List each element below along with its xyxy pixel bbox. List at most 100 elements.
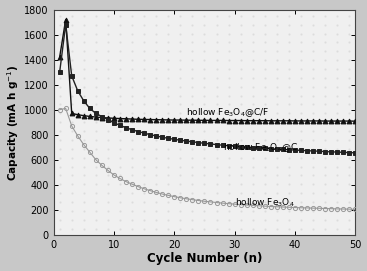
Point <box>226 120 232 124</box>
Point <box>117 147 123 151</box>
Point <box>310 147 316 151</box>
Point <box>57 191 63 195</box>
Point <box>286 67 292 71</box>
Point <box>310 102 316 107</box>
Point <box>214 31 219 36</box>
Point <box>310 164 316 169</box>
Point <box>322 191 328 195</box>
Point <box>322 182 328 186</box>
Point <box>57 218 63 222</box>
Point <box>129 14 135 18</box>
Text: hollow Fe$_3$O$_4$: hollow Fe$_3$O$_4$ <box>235 197 294 209</box>
Point <box>57 138 63 142</box>
Point <box>310 200 316 204</box>
Point <box>189 14 195 18</box>
Point <box>226 22 232 27</box>
Point <box>189 76 195 80</box>
Point <box>57 156 63 160</box>
Point <box>226 111 232 115</box>
Point <box>346 102 352 107</box>
Point <box>189 129 195 133</box>
Point <box>250 191 256 195</box>
Point <box>346 218 352 222</box>
Point <box>117 67 123 71</box>
Point <box>334 67 340 71</box>
Point <box>238 209 244 213</box>
Point <box>105 76 111 80</box>
Point <box>310 31 316 36</box>
Point <box>129 49 135 53</box>
Point <box>286 147 292 151</box>
Point <box>153 40 159 44</box>
Point <box>153 138 159 142</box>
Point <box>201 31 207 36</box>
Point <box>165 85 171 89</box>
Point <box>153 120 159 124</box>
Point <box>69 182 75 186</box>
Point <box>69 147 75 151</box>
Point <box>81 111 87 115</box>
Point <box>189 209 195 213</box>
Point <box>141 120 147 124</box>
Point <box>189 200 195 204</box>
Point <box>322 76 328 80</box>
Point <box>274 67 280 71</box>
Point <box>165 14 171 18</box>
Point <box>250 226 256 231</box>
Point <box>165 138 171 142</box>
Point <box>117 164 123 169</box>
Point <box>165 120 171 124</box>
Point <box>226 226 232 231</box>
Point <box>238 164 244 169</box>
Point <box>129 58 135 62</box>
Point <box>298 138 304 142</box>
Point <box>117 22 123 27</box>
Point <box>69 31 75 36</box>
Point <box>322 49 328 53</box>
Point <box>93 102 99 107</box>
Point <box>262 49 268 53</box>
Point <box>201 218 207 222</box>
Point <box>117 182 123 186</box>
Point <box>298 67 304 71</box>
Point <box>153 102 159 107</box>
Point <box>286 85 292 89</box>
Point <box>226 49 232 53</box>
Point <box>346 40 352 44</box>
Point <box>214 164 219 169</box>
Point <box>250 22 256 27</box>
Point <box>177 209 183 213</box>
Point <box>262 111 268 115</box>
Point <box>105 102 111 107</box>
Point <box>250 120 256 124</box>
Point <box>165 58 171 62</box>
Point <box>141 226 147 231</box>
Point <box>310 218 316 222</box>
Point <box>177 76 183 80</box>
Point <box>105 156 111 160</box>
Point <box>250 129 256 133</box>
Point <box>322 226 328 231</box>
Point <box>310 182 316 186</box>
Point <box>310 22 316 27</box>
Point <box>201 129 207 133</box>
Point <box>274 147 280 151</box>
Point <box>226 40 232 44</box>
Point <box>310 111 316 115</box>
Point <box>141 76 147 80</box>
Point <box>81 85 87 89</box>
Point <box>262 129 268 133</box>
Point <box>177 120 183 124</box>
Point <box>81 102 87 107</box>
Point <box>274 182 280 186</box>
Point <box>129 102 135 107</box>
Point <box>129 111 135 115</box>
Point <box>322 22 328 27</box>
Point <box>177 191 183 195</box>
Y-axis label: Capacity (mA h g$^{-1}$): Capacity (mA h g$^{-1}$) <box>6 64 21 180</box>
Point <box>286 138 292 142</box>
Point <box>129 67 135 71</box>
Point <box>57 76 63 80</box>
Point <box>129 138 135 142</box>
Point <box>69 200 75 204</box>
